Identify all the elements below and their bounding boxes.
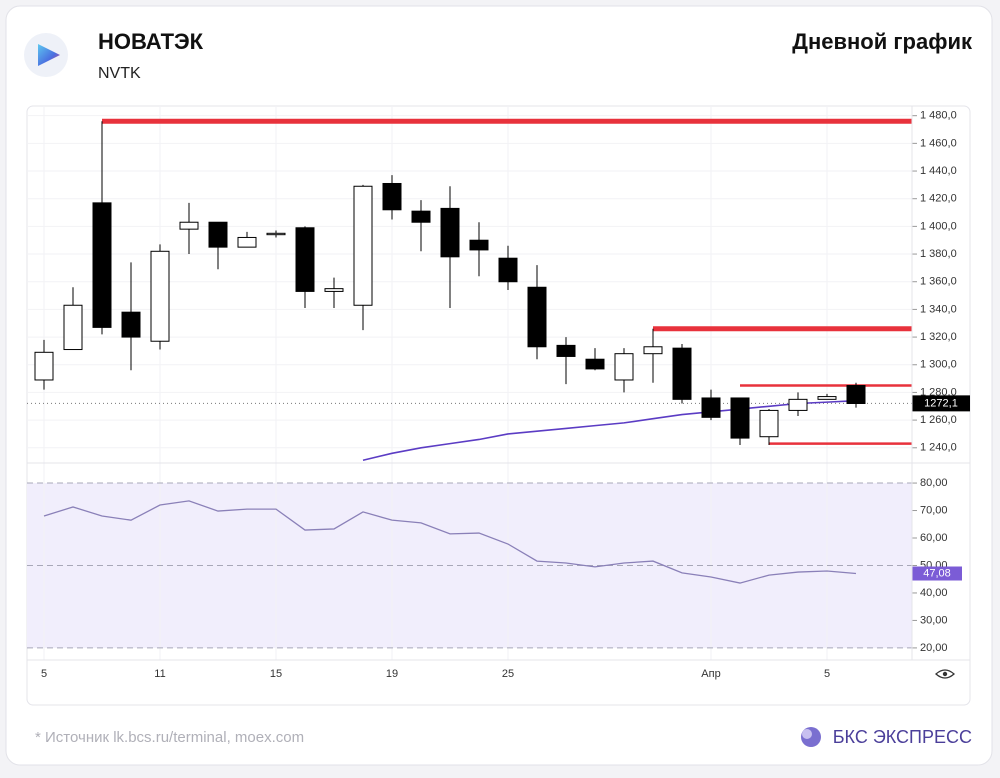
last-price-box [912, 395, 970, 412]
y-tick-label: 1 240,0 [920, 442, 957, 454]
brand-icon-dot [802, 729, 812, 739]
candle-body [846, 385, 866, 404]
rsi-last-box [912, 566, 962, 581]
candle-body [469, 239, 489, 251]
rsi-y-tick-label: 80,00 [920, 477, 948, 489]
candle-body [585, 358, 605, 370]
last-price-label: 1272,1 [924, 397, 958, 409]
candle-body [498, 257, 518, 283]
candle-body [701, 397, 721, 418]
candle-body [759, 409, 779, 438]
y-tick-label: 1 360,0 [920, 276, 957, 288]
candle-body [382, 182, 402, 211]
candle-body [643, 346, 663, 355]
moving-average [362, 399, 857, 462]
candle-body [614, 353, 634, 381]
candle-body [179, 221, 199, 230]
rsi-y-tick-label: 20,00 [920, 642, 948, 654]
x-tick-label: 19 [386, 668, 398, 680]
ticker: NVTK [98, 65, 141, 82]
y-tick-label: 1 440,0 [920, 165, 957, 177]
candle-body [817, 396, 837, 400]
candle-body [672, 347, 692, 400]
plot: 5 11 15 19 25 Апр 5 1 240,0 1 260,0 1 280,0 1 300,… [27, 106, 970, 680]
brand: БКС ЭКСПРЕСС [833, 727, 972, 747]
candle-body [411, 210, 431, 223]
candle-body [527, 286, 547, 348]
title: НОВАТЭК [98, 29, 204, 54]
candle-body [788, 398, 808, 411]
rsi-last-label: 47,08 [923, 567, 951, 579]
candle-body [556, 344, 576, 357]
y-tick-label: 1 280,0 [920, 386, 957, 398]
eye-pupil[interactable] [942, 671, 948, 677]
rsi-line [43, 500, 857, 584]
y-tick-label: 1 300,0 [920, 359, 957, 371]
y-tick-label: 1 380,0 [920, 248, 957, 260]
logo-mark [38, 44, 60, 66]
rsi-y-tick-label: 70,00 [920, 504, 948, 516]
y-tick-label: 1 260,0 [920, 414, 957, 426]
chart-label: Дневной график [792, 29, 973, 54]
candle-body [208, 221, 228, 248]
x-tick-label: Апр [701, 668, 720, 680]
eye-icon[interactable] [935, 669, 955, 679]
candle-body [121, 311, 141, 338]
rsi-y-tick-label: 40,00 [920, 587, 948, 599]
x-tick-label: 15 [270, 668, 282, 680]
source: * Источник lk.bcs.ru/terminal, moex.com [35, 729, 304, 746]
x-tick-label: 5 [41, 668, 47, 680]
y-tick-label: 1 320,0 [920, 331, 957, 343]
y-tick-label: 1 480,0 [920, 110, 957, 122]
candle-body [440, 207, 460, 258]
y-tick-label: 1 460,0 [920, 137, 957, 149]
rsi-y-tick-label: 30,00 [920, 614, 948, 626]
x-tick-label: 25 [502, 668, 514, 680]
candle-body [266, 232, 286, 236]
candle-body [730, 397, 750, 439]
y-tick-label: 1 420,0 [920, 193, 957, 205]
x-tick-label: 11 [154, 668, 165, 680]
y-tick-label: 1 400,0 [920, 220, 957, 232]
candle-body [150, 250, 170, 342]
candle-body [295, 227, 315, 292]
candle-body [63, 304, 83, 351]
candle-body [92, 202, 112, 328]
eye-outline[interactable] [935, 669, 955, 679]
x-tick-label: 5 [824, 668, 830, 680]
candle-body [353, 185, 373, 306]
candle-body [237, 236, 257, 248]
candle-body [34, 351, 54, 381]
y-tick-label: 1 340,0 [920, 303, 957, 315]
candle-body [324, 288, 344, 292]
rsi-y-tick-label: 60,00 [920, 532, 948, 544]
